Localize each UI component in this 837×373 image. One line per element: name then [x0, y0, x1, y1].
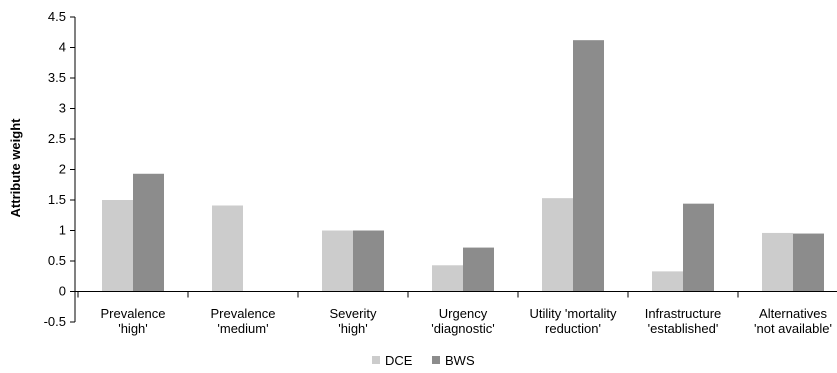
x-category-label-line: Infrastructure — [645, 306, 722, 321]
y-tick-label: 1 — [59, 223, 66, 238]
y-tick-label: 0 — [59, 284, 66, 299]
y-tick-label: 3 — [59, 101, 66, 116]
bar-bws — [793, 233, 824, 292]
y-axis-label: Attribute weight — [8, 118, 23, 218]
y-tick-label: -0.5 — [44, 314, 66, 329]
bar-dce — [542, 198, 573, 292]
x-axis-labels: Prevalence'high'Prevalence'medium'Severi… — [100, 306, 832, 336]
legend-label-bws: BWS — [445, 353, 475, 368]
bar-dce — [212, 205, 243, 292]
x-category-label-line: 'diagnostic' — [431, 321, 495, 336]
x-category-label: Infrastructure'established' — [645, 306, 722, 336]
bar-bws — [683, 203, 714, 292]
y-tick-label: 0.5 — [48, 253, 66, 268]
x-category-label: Prevalence'high' — [100, 306, 165, 336]
axes — [74, 17, 837, 322]
bar-dce — [102, 200, 133, 292]
legend-swatch-dce — [372, 356, 380, 364]
legend-swatch-bws — [432, 356, 440, 364]
y-tick-label: 4.5 — [48, 9, 66, 24]
x-category-label-line: 'medium' — [217, 321, 268, 336]
bar-bws — [353, 230, 384, 292]
y-tick-label: 3.5 — [48, 70, 66, 85]
x-category-label-line: 'established' — [648, 321, 719, 336]
bar-dce — [322, 230, 353, 292]
x-category-label: Prevalence'medium' — [210, 306, 275, 336]
bars — [102, 40, 824, 292]
bar-dce — [652, 271, 683, 292]
bar-dce — [432, 265, 463, 292]
x-category-label: Utility 'mortality reduction' — [530, 306, 617, 336]
x-category-label: Urgency'diagnostic' — [431, 306, 495, 336]
x-category-label-line: Prevalence — [100, 306, 165, 321]
x-category-label-line: 'high' — [118, 321, 148, 336]
x-category-label: Alternatives'not available' — [754, 306, 832, 336]
y-axis-ticks: 4.5 4 3.5 3 2.5 2 1.5 1 0.5 0 -0.5 — [44, 9, 75, 329]
y-tick-label: 2 — [59, 162, 66, 177]
y-tick-label: 4 — [59, 40, 66, 55]
x-category-label-line: Severity — [330, 306, 377, 321]
y-tick-label: 2.5 — [48, 131, 66, 146]
x-category-label-line: Utility 'mortality — [530, 306, 617, 321]
bar-bws — [133, 173, 164, 292]
x-category-label-line: 'high' — [338, 321, 368, 336]
bar-dce — [762, 232, 793, 292]
x-category-label-line: Urgency — [439, 306, 488, 321]
legend-label-dce: DCE — [385, 353, 413, 368]
x-category-label-line: reduction' — [545, 321, 601, 336]
x-category-label-line: Prevalence — [210, 306, 275, 321]
x-category-label: Severity'high' — [330, 306, 377, 336]
bar-bws — [573, 40, 604, 292]
x-category-label-line: Alternatives — [759, 306, 827, 321]
legend: DCE BWS — [372, 353, 475, 368]
y-tick-label: 1.5 — [48, 192, 66, 207]
bar-bws — [463, 247, 494, 292]
x-category-label-line: 'not available' — [754, 321, 832, 336]
